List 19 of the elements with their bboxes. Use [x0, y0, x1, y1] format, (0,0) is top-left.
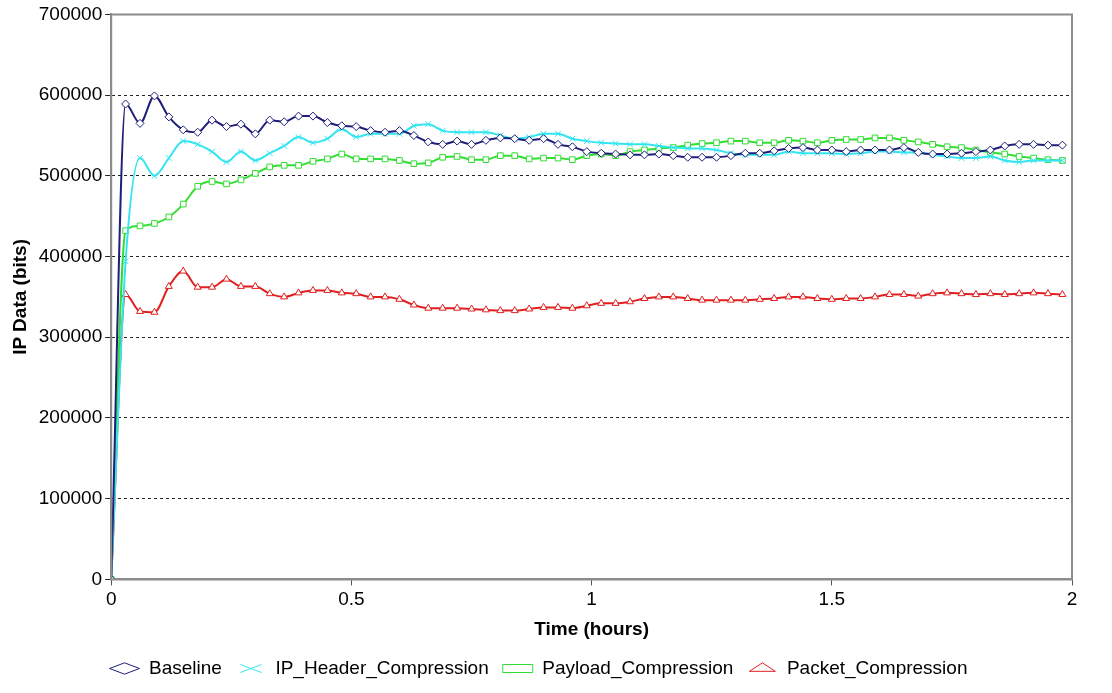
x-axis-title: Time (hours)	[534, 617, 649, 639]
y-tick-label: 600000	[38, 83, 103, 105]
legend-label: Baseline	[149, 656, 222, 678]
y-tick-label: 200000	[38, 406, 103, 428]
x-tick-label: 1	[586, 588, 597, 610]
x-tick-label: 0.5	[338, 588, 365, 610]
y-tick-label: 300000	[38, 325, 103, 347]
x-tick-label: 1.5	[818, 588, 846, 610]
y-tick-label: 400000	[38, 244, 103, 266]
legend-label: IP_Header_Compression	[275, 656, 489, 679]
legend-label: Packet_Compression	[786, 656, 968, 679]
legend-label: Payload_Compression	[542, 656, 734, 679]
y-tick-label: 500000	[38, 164, 103, 186]
y-tick-label: 700000	[38, 2, 103, 24]
y-tick-label: 100000	[38, 486, 103, 508]
x-tick-label: 0	[105, 588, 117, 610]
y-axis-title: IP Data (bits)	[8, 239, 30, 355]
x-tick-label: 2	[1066, 588, 1078, 610]
y-tick-label: 0	[91, 567, 103, 589]
